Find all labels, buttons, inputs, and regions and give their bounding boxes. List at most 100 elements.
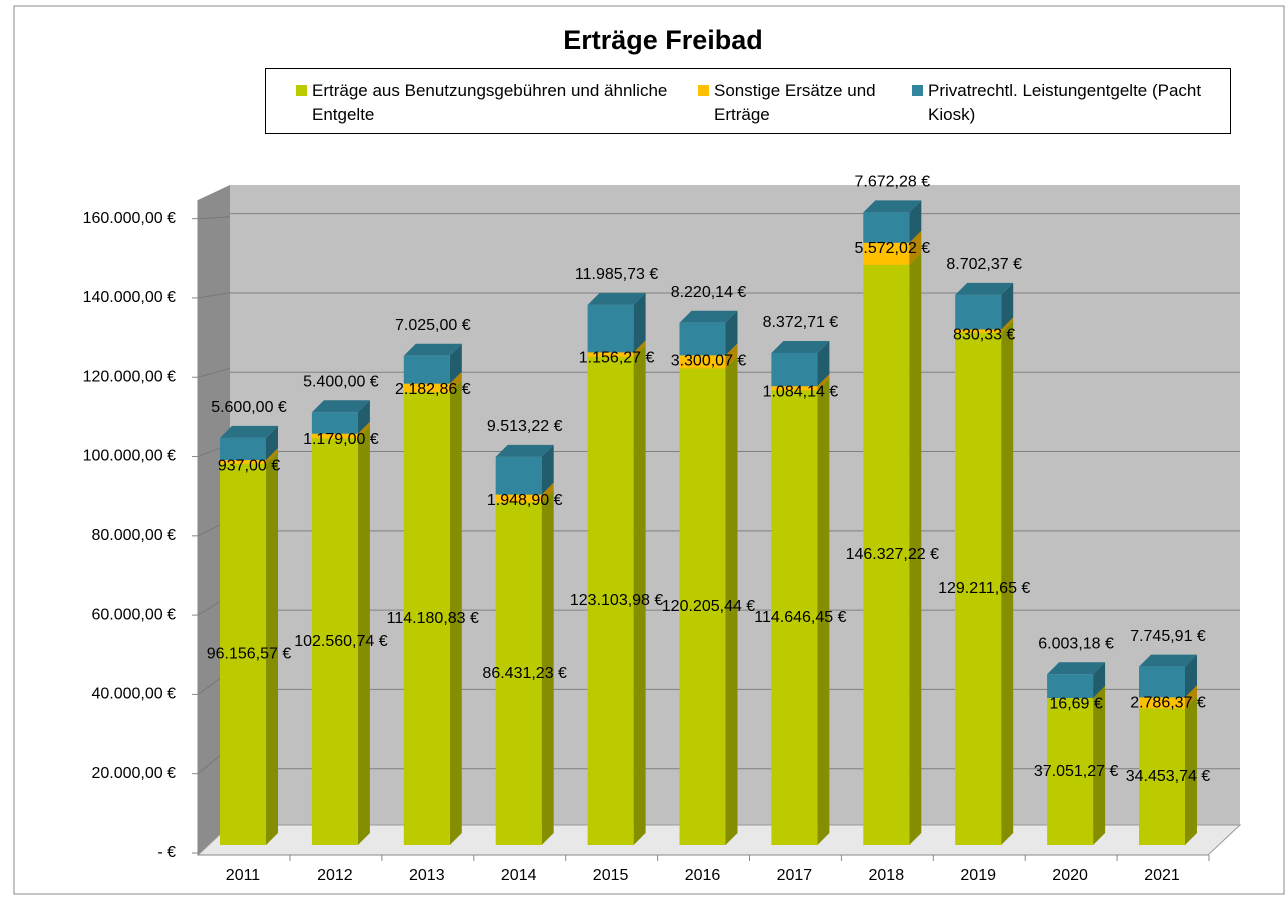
grid-line-side <box>197 216 231 220</box>
bar-side <box>909 252 922 846</box>
grid-line-side <box>197 367 231 378</box>
data-label: 96.156,57 € <box>207 646 292 663</box>
y-tick-label: 80.000,00 € <box>91 527 176 544</box>
bar <box>863 212 910 243</box>
legend-swatch <box>296 85 307 96</box>
bar-side <box>357 400 370 434</box>
bar <box>587 352 634 357</box>
data-label: 937,00 € <box>218 457 280 474</box>
bar <box>863 264 910 846</box>
bar <box>220 437 266 461</box>
legend-entry: Privatrechtl. Leistungentgelte (Pacht Ki… <box>912 79 1228 127</box>
bar-side <box>725 343 738 369</box>
data-label: 3.300,07 € <box>671 353 747 370</box>
bar <box>1047 674 1094 699</box>
y-tick-label: 120.000,00 € <box>83 368 177 385</box>
bar-top <box>1047 662 1106 675</box>
data-label: 1.948,90 € <box>487 492 563 509</box>
data-label: 2.182,86 € <box>395 381 471 398</box>
bar-side <box>541 490 554 845</box>
x-tick-label: 2021 <box>1144 867 1180 884</box>
bar-top <box>771 340 830 353</box>
bar-side <box>541 444 554 495</box>
data-label: 1.084,14 € <box>763 383 839 400</box>
data-label: 8.702,37 € <box>946 256 1022 273</box>
data-label: 11.985,73 € <box>575 266 658 283</box>
data-label: 5.572,02 € <box>854 240 930 257</box>
bar <box>955 329 1002 333</box>
data-label: 9.513,22 € <box>487 418 563 435</box>
x-tick-label: 2019 <box>960 867 996 884</box>
bar-side <box>449 343 462 384</box>
bar-side <box>1185 696 1197 845</box>
bar-side <box>266 448 278 464</box>
bar <box>679 322 726 356</box>
data-label: 7.025,00 € <box>395 317 471 334</box>
bar-top <box>495 444 554 457</box>
y-tick-label: 160.000,00 € <box>83 210 177 227</box>
bar <box>863 242 910 265</box>
bar <box>679 368 726 845</box>
bar <box>403 383 450 393</box>
bar-side <box>357 426 370 845</box>
legend: Erträge aus Benutzungsgebühren und ähnli… <box>265 68 1231 134</box>
bar-side <box>449 380 462 845</box>
bar-side <box>449 371 462 393</box>
data-label: 86.431,23 € <box>482 665 567 682</box>
bar-side <box>633 292 646 353</box>
y-tick-label: 60.000,00 € <box>91 606 176 623</box>
x-tick-label: 2014 <box>501 867 537 884</box>
data-label: 5.600,00 € <box>211 399 287 416</box>
y-tick-label: - € <box>157 844 176 861</box>
bar-side <box>1001 317 1014 333</box>
bar-side <box>1093 686 1106 845</box>
bar-top <box>955 282 1014 295</box>
data-label: 129.211,65 € <box>938 580 1030 597</box>
bar-side <box>633 340 646 357</box>
data-label: 2.786,37 € <box>1130 695 1206 712</box>
bar-side <box>909 230 922 265</box>
bar <box>955 332 1002 845</box>
legend-swatch <box>698 85 709 96</box>
bar-side <box>1185 685 1197 709</box>
bar <box>495 456 542 495</box>
bar <box>955 294 1002 330</box>
bar <box>311 438 358 845</box>
bar <box>1139 708 1185 845</box>
bar <box>403 355 450 384</box>
legend-entry: Erträge aus Benutzungsgebühren und ähnli… <box>296 79 672 127</box>
bar-side <box>909 200 922 243</box>
data-label: 7.745,91 € <box>1130 628 1206 645</box>
bar <box>1047 698 1094 845</box>
data-label: 7.672,28 € <box>854 174 930 191</box>
data-label: 8.220,14 € <box>671 284 747 301</box>
bar-side <box>633 344 646 845</box>
bar-side <box>357 421 370 439</box>
grid-line-side <box>197 292 231 299</box>
x-tick-label: 2017 <box>777 867 813 884</box>
bar-side <box>266 425 278 461</box>
bar <box>495 494 542 503</box>
bar <box>587 304 634 353</box>
bar-top <box>403 343 462 356</box>
legend-swatch <box>912 85 923 96</box>
data-label: 16,69 € <box>1049 695 1102 712</box>
bar-top <box>220 425 278 438</box>
bar <box>771 390 818 845</box>
bar <box>771 352 818 387</box>
data-label: 34.453,74 € <box>1126 768 1211 785</box>
y-tick-label: 20.000,00 € <box>91 765 176 782</box>
bar-side <box>541 482 554 503</box>
data-label: 114.646,45 € <box>754 609 846 626</box>
legend-label: Sonstige Ersätze und Erträge <box>714 81 876 124</box>
data-label: 120.205,44 € <box>662 598 756 615</box>
data-label: 830,33 € <box>953 327 1015 344</box>
y-tick-label: 100.000,00 € <box>83 448 177 465</box>
bar-top <box>311 400 370 413</box>
bar <box>311 433 358 439</box>
data-label: 37.051,27 € <box>1034 763 1119 780</box>
x-tick-label: 2011 <box>226 867 261 884</box>
data-label: 6.003,18 € <box>1038 635 1114 652</box>
